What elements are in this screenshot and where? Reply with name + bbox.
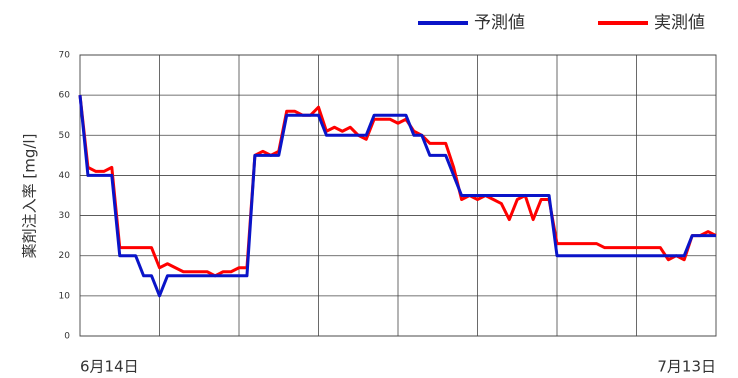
x-grid bbox=[159, 55, 637, 336]
x-tick-label: 7月13日 bbox=[657, 358, 716, 376]
y-tick-label: 70 bbox=[59, 51, 71, 61]
legend-label: 実測値 bbox=[654, 13, 705, 33]
y-tick-label: 0 bbox=[64, 332, 70, 342]
y-tick-label: 50 bbox=[59, 131, 71, 141]
y-tick-label: 60 bbox=[59, 91, 71, 101]
y-axis-label: 薬剤注入率 [mg/l] bbox=[21, 134, 39, 259]
y-tick-label: 40 bbox=[59, 171, 71, 181]
x-tick-label: 6月14日 bbox=[80, 358, 139, 376]
y-tick-label: 30 bbox=[59, 211, 71, 221]
series-line bbox=[78, 94, 716, 298]
y-tick-label: 10 bbox=[59, 291, 71, 301]
y-tick-label: 20 bbox=[59, 251, 71, 261]
legend-label: 予測値 bbox=[474, 13, 525, 33]
series-line bbox=[78, 94, 717, 278]
